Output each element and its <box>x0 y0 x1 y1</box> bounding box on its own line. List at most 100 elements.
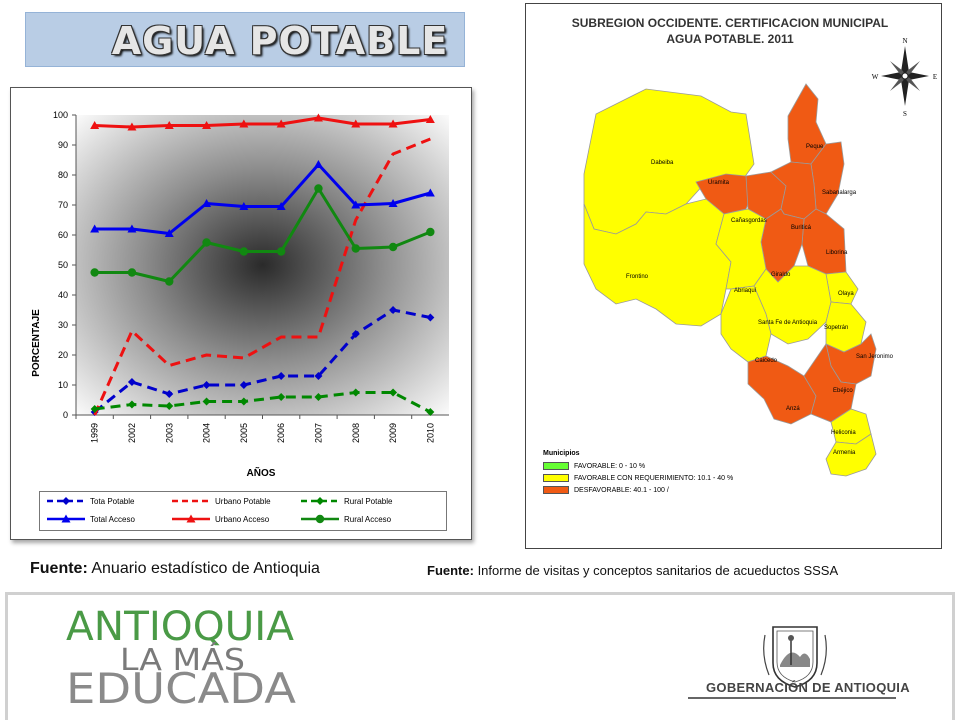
x-tick-label: 2008 <box>351 423 361 443</box>
map-label: Abriaquí <box>734 288 757 294</box>
legend-marker <box>61 514 71 523</box>
legend-marker <box>186 514 196 523</box>
legend-marker <box>62 497 70 505</box>
series-rural-acceso <box>90 184 435 286</box>
legend-marker <box>316 497 324 505</box>
data-point <box>239 119 249 128</box>
x-tick-label: 2002 <box>127 423 137 443</box>
map-legend-swatch <box>543 474 569 482</box>
y-tick-label: 90 <box>58 140 68 150</box>
x-tick-label: 2009 <box>388 423 398 443</box>
legend-swatch <box>301 497 339 505</box>
compass-w: W <box>872 73 879 81</box>
data-point <box>202 238 211 247</box>
data-point <box>239 397 248 406</box>
x-tick-label: 2003 <box>164 423 174 443</box>
data-point <box>314 372 323 380</box>
source-left: Fuente: Anuario estadístico de Antioquia <box>30 560 320 578</box>
legend-item: Rural Potable <box>300 495 392 507</box>
data-point <box>239 247 249 256</box>
data-point <box>388 199 398 207</box>
legend-label: Rural Acceso <box>344 514 392 524</box>
data-point <box>351 244 360 253</box>
map-label: Uramita <box>708 180 730 186</box>
map-label: Liborina <box>826 250 848 256</box>
x-tick-label: 2006 <box>276 423 286 443</box>
legend-marker <box>315 514 325 524</box>
data-point <box>351 200 361 209</box>
map-title-line1: SUBREGION OCCIDENTE. CERTIFICACION MUNIC… <box>571 16 889 30</box>
legend-item: Rural Acceso <box>300 513 391 525</box>
compass-rose-icon: N S W E <box>872 37 937 118</box>
legend-swatch <box>47 514 85 523</box>
plot-area <box>76 115 449 415</box>
map-legend-row: FAVORABLE CON REQUERIMIENTO: 10.1 - 40 % <box>543 472 733 484</box>
map-label: Dabeiba <box>651 160 674 166</box>
data-point <box>388 242 398 252</box>
series-urbano-potable <box>93 137 431 416</box>
data-point <box>425 188 435 197</box>
x-tick-label: 2005 <box>239 423 249 443</box>
data-point <box>313 160 323 168</box>
legend-item: Tota Potable <box>46 495 134 507</box>
y-tick-label: 10 <box>58 380 68 390</box>
line-chart: 0 10 20 30 40 50 60 70 80 90 100 1999 2002 2003 2004 20… <box>10 87 472 540</box>
series-line <box>94 391 432 414</box>
data-point <box>202 121 212 129</box>
series-line <box>93 137 431 416</box>
map-svg: N S W E Dabeiba Peque Uramita Sabanalarga Ca… <box>583 37 937 477</box>
region-anz- <box>747 355 817 425</box>
legend-label: Rural Potable <box>344 496 393 506</box>
legend-label: Tota Potable <box>90 496 135 506</box>
data-point <box>202 397 211 406</box>
map-title: SUBREGION OCCIDENTE. CERTIFICACION MUNIC… <box>540 15 920 47</box>
page-title: AGUA POTABLE <box>111 19 449 63</box>
gobernacion-underline <box>688 697 896 699</box>
title-banner: AGUA POTABLE <box>25 12 465 67</box>
data-point <box>164 121 174 129</box>
compass-s: S <box>903 110 907 118</box>
legend-label: Urbano Acceso <box>215 514 270 524</box>
coat-of-arms-icon <box>763 626 827 688</box>
compass-e: E <box>933 73 937 81</box>
map-label: Anzá <box>786 406 800 412</box>
map-label: Peque <box>806 144 824 150</box>
map-label: Sabanalarga <box>822 190 857 196</box>
y-tick-label: 60 <box>58 230 68 240</box>
gobernacion-text: GOBERNACIÓN DE ANTIOQUIA <box>706 680 910 695</box>
banner-svg: ANTIOQUIA LA MÁS EDUCADA <box>66 604 827 713</box>
series-line <box>93 308 431 414</box>
map-label: Buriticá <box>791 225 812 231</box>
map-legend-swatch <box>543 462 569 470</box>
source-right-label: Fuente: <box>427 563 474 578</box>
x-tick-label: 2010 <box>425 423 435 443</box>
data-point <box>127 224 137 233</box>
data-point <box>277 372 286 380</box>
legend-item: Urbano Potable <box>171 495 271 507</box>
series-tota-potable <box>90 306 435 416</box>
data-point <box>351 330 360 338</box>
y-axis-label: PORCENTAJE <box>31 309 42 377</box>
data-point <box>165 402 174 410</box>
map-label: Sopetrán <box>824 325 848 331</box>
data-point <box>313 113 323 122</box>
data-point <box>127 378 136 386</box>
legend-swatch <box>47 497 85 505</box>
map-label: Heliconia <box>831 430 856 436</box>
legend-label: Urbano Potable <box>215 496 271 506</box>
logo-line-educada: EDUCADA <box>66 664 296 713</box>
legend-swatch <box>172 499 210 503</box>
data-point <box>389 388 398 397</box>
series-line <box>94 116 431 129</box>
legend-item: Urbano Acceso <box>171 513 269 525</box>
data-point <box>202 199 212 207</box>
region-liborina <box>801 208 847 275</box>
map-label: Frontino <box>626 274 649 280</box>
legend-label: Total Acceso <box>90 514 135 524</box>
data-point <box>314 184 323 193</box>
series-line <box>94 163 431 235</box>
y-tick-label: 0 <box>63 410 68 420</box>
data-point <box>426 227 435 237</box>
map-legend-label: FAVORABLE: 0 - 10 % <box>574 462 646 470</box>
data-point <box>165 277 174 286</box>
